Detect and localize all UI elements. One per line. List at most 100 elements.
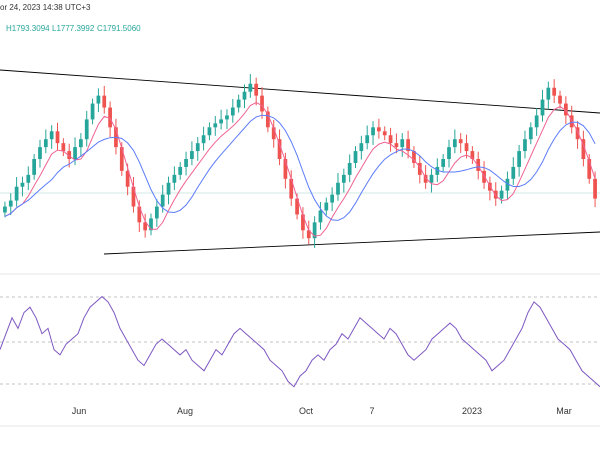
candle[interactable] — [61, 138, 66, 157]
candle[interactable] — [96, 88, 101, 113]
candle[interactable] — [301, 207, 305, 239]
candle[interactable] — [341, 168, 346, 193]
candle[interactable] — [336, 173, 340, 201]
candle[interactable] — [195, 137, 200, 161]
candle[interactable] — [505, 171, 510, 200]
candle-body — [201, 135, 206, 144]
candle-body — [236, 99, 241, 108]
candle[interactable] — [32, 154, 37, 180]
candle[interactable] — [417, 155, 422, 184]
ohlc-high: H1793.3094 — [6, 24, 50, 33]
candle-body — [96, 95, 101, 104]
candle[interactable] — [154, 199, 159, 227]
candle[interactable] — [324, 197, 329, 216]
candle[interactable] — [330, 187, 335, 212]
x-tick-label: Oct — [299, 406, 314, 416]
candle[interactable] — [523, 130, 527, 159]
candle[interactable] — [511, 157, 516, 185]
candle[interactable] — [458, 133, 463, 153]
candle[interactable] — [271, 119, 276, 148]
candle[interactable] — [359, 135, 364, 160]
candle-body — [84, 119, 89, 140]
candle[interactable] — [470, 146, 475, 164]
candle[interactable] — [166, 176, 171, 205]
candle[interactable] — [79, 133, 83, 157]
candle[interactable] — [26, 166, 31, 191]
candle[interactable] — [587, 154, 592, 184]
candle[interactable] — [347, 154, 352, 183]
candle[interactable] — [382, 126, 387, 141]
candle[interactable] — [131, 177, 136, 213]
candle[interactable] — [283, 152, 288, 189]
candle[interactable] — [178, 161, 183, 180]
candle[interactable] — [225, 109, 229, 130]
candle[interactable] — [318, 201, 323, 230]
candle[interactable] — [394, 133, 399, 154]
candle[interactable] — [552, 79, 557, 103]
candle[interactable] — [242, 84, 247, 109]
candle[interactable] — [540, 89, 545, 122]
candle[interactable] — [8, 193, 13, 216]
candle[interactable] — [14, 177, 19, 207]
candle[interactable] — [593, 171, 597, 208]
candle[interactable] — [172, 166, 177, 191]
candle[interactable] — [201, 126, 206, 151]
candle[interactable] — [114, 118, 118, 155]
candle[interactable] — [90, 98, 95, 125]
candle[interactable] — [534, 108, 539, 136]
rsi-pane[interactable] — [0, 295, 600, 388]
candle[interactable] — [365, 125, 370, 150]
candle-body — [575, 127, 580, 140]
candle[interactable] — [488, 176, 492, 201]
candle[interactable] — [213, 116, 218, 136]
candle[interactable] — [388, 127, 393, 152]
candle[interactable] — [546, 81, 551, 110]
price-pane[interactable] — [0, 69, 600, 255]
candle[interactable] — [248, 74, 253, 98]
candle[interactable] — [528, 122, 533, 145]
candle-body — [20, 182, 25, 187]
candle[interactable] — [412, 146, 416, 168]
candle[interactable] — [260, 87, 264, 119]
candle[interactable] — [400, 133, 405, 157]
candle[interactable] — [55, 122, 60, 151]
candle[interactable] — [184, 151, 188, 176]
candle[interactable] — [149, 213, 153, 236]
candle[interactable] — [517, 144, 521, 177]
candle[interactable] — [143, 213, 148, 238]
candle[interactable] — [312, 216, 317, 248]
candle[interactable] — [429, 168, 434, 193]
candle[interactable] — [558, 90, 562, 109]
candle[interactable] — [190, 141, 194, 166]
candle[interactable] — [265, 106, 270, 133]
candle[interactable] — [219, 109, 223, 130]
candle[interactable] — [236, 94, 241, 113]
candle[interactable] — [575, 121, 580, 149]
candle[interactable] — [581, 130, 586, 167]
candle[interactable] — [254, 77, 259, 106]
trendline-lower — [103, 231, 600, 255]
candle[interactable] — [493, 182, 498, 206]
candle[interactable] — [377, 118, 381, 139]
candle[interactable] — [43, 129, 48, 154]
candle[interactable] — [353, 146, 358, 168]
candle[interactable] — [102, 85, 107, 114]
candle[interactable] — [306, 220, 311, 245]
candle[interactable] — [371, 121, 375, 145]
candle[interactable] — [464, 134, 469, 159]
candle[interactable] — [289, 170, 294, 206]
candle[interactable] — [277, 129, 282, 166]
candle[interactable] — [447, 139, 451, 168]
candle[interactable] — [38, 139, 42, 168]
candle[interactable] — [441, 154, 446, 172]
candle[interactable] — [84, 110, 89, 147]
candle[interactable] — [207, 122, 212, 141]
candle-body — [301, 214, 305, 231]
candle[interactable] — [406, 130, 410, 159]
candle[interactable] — [452, 129, 457, 154]
candle[interactable] — [230, 99, 235, 123]
candle[interactable] — [20, 176, 25, 197]
candle[interactable] — [49, 125, 54, 149]
candle[interactable] — [3, 201, 7, 218]
